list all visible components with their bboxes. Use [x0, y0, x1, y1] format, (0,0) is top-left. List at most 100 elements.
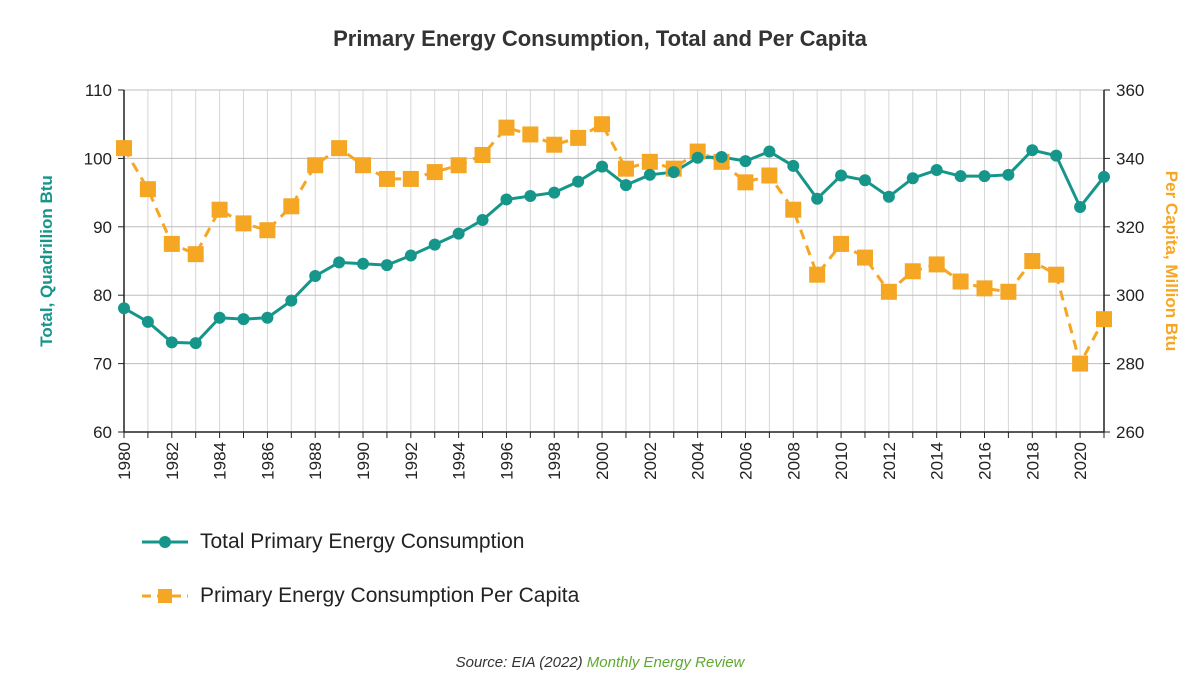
per-capita-point	[474, 146, 491, 163]
per-capita-point	[594, 116, 611, 133]
y-left-tick-label: 110	[85, 81, 112, 100]
x-tick-label: 1984	[211, 442, 230, 480]
legend-item-total: Total Primary Energy Consumption	[140, 530, 524, 554]
total-point	[261, 311, 274, 324]
x-tick-label: 2010	[832, 442, 851, 480]
total-point	[476, 213, 489, 226]
source-note: Source: EIA (2022) Monthly Energy Review	[0, 654, 1200, 671]
total-point	[285, 294, 298, 307]
x-tick-label: 2000	[593, 442, 612, 480]
per-capita-point	[187, 246, 204, 263]
total-point	[739, 155, 752, 168]
total-point	[141, 315, 154, 328]
per-capita-point	[737, 174, 754, 191]
per-capita-point	[1072, 355, 1089, 372]
y-right-tick-label: 360	[1116, 81, 1144, 100]
total-point	[882, 190, 895, 203]
total-point	[691, 151, 704, 164]
x-tick-label: 2020	[1071, 442, 1090, 480]
total-point	[1050, 149, 1063, 162]
per-capita-point	[283, 198, 300, 215]
total-point	[715, 151, 728, 164]
per-capita-point	[570, 129, 587, 146]
per-capita-point	[450, 157, 467, 174]
total-point	[500, 193, 513, 206]
y-right-tick-label: 320	[1116, 218, 1144, 237]
x-tick-label: 1992	[402, 442, 421, 480]
x-tick-label: 1994	[450, 442, 469, 480]
x-tick-label: 1980	[115, 442, 134, 480]
legend-label-per-capita: Primary Energy Consumption Per Capita	[200, 584, 580, 607]
per-capita-point	[259, 222, 276, 239]
x-tick-label: 2016	[975, 442, 994, 480]
total-point	[596, 160, 609, 173]
total-point	[906, 172, 919, 185]
total-point	[380, 259, 393, 272]
x-tick-label: 1986	[258, 442, 277, 480]
total-point	[978, 170, 991, 183]
per-capita-point	[761, 167, 778, 184]
x-tick-label: 1988	[306, 442, 325, 480]
per-capita-point	[402, 170, 419, 187]
per-capita-point	[1024, 253, 1041, 269]
per-capita-point	[498, 119, 515, 136]
total-point	[189, 337, 202, 350]
per-capita-point	[355, 157, 372, 174]
total-point	[1098, 170, 1110, 183]
legend-circle-line-icon	[142, 536, 188, 548]
total-point	[404, 249, 417, 262]
per-capita-point	[163, 235, 180, 252]
y-right-tick-label: 340	[1116, 149, 1144, 168]
total-point	[811, 192, 824, 205]
total-point	[165, 336, 178, 349]
y-right-tick-label: 280	[1116, 355, 1144, 374]
y-right-tick-label: 300	[1116, 286, 1144, 305]
total-point	[667, 166, 680, 179]
total-point	[1002, 168, 1015, 181]
chart-title: Primary Energy Consumption, Total and Pe…	[333, 26, 867, 51]
y-right-axis-label: Per Capita, Million Btu	[1162, 171, 1181, 351]
x-tick-label: 1998	[545, 442, 564, 480]
total-point	[954, 170, 967, 183]
per-capita-point	[617, 160, 634, 177]
per-capita-line	[122, 122, 1106, 368]
per-capita-point	[880, 283, 897, 300]
total-point	[572, 175, 585, 188]
per-capita-point	[426, 164, 443, 181]
per-capita-point	[856, 249, 873, 266]
x-tick-label: 2004	[689, 442, 708, 480]
per-capita-point	[833, 235, 850, 252]
per-capita-point	[378, 170, 395, 187]
total-point	[1074, 200, 1087, 213]
total-point	[835, 169, 848, 182]
x-tick-label: 2018	[1023, 442, 1042, 480]
per-capita-point	[1000, 283, 1017, 300]
per-capita-point	[139, 181, 156, 198]
total-point	[428, 238, 441, 251]
x-tick-label: 2014	[928, 442, 947, 480]
source-prefix: Source: EIA (2022)	[455, 654, 587, 671]
per-capita-point	[928, 256, 945, 273]
total-point	[619, 179, 632, 192]
legend-item-per-capita: Primary Energy Consumption Per Capita	[140, 584, 579, 608]
total-point	[858, 174, 871, 187]
total-point	[309, 270, 322, 283]
per-capita-point	[1096, 311, 1112, 328]
y-left-tick-label: 70	[93, 355, 112, 374]
per-capita-point	[904, 263, 921, 280]
chart-svg: 60 70 80 90 100 110 260 280 300 320 340 360 1980 1982…	[37, 81, 1181, 480]
total-point	[118, 302, 130, 315]
total-point	[213, 311, 226, 324]
per-capita-point	[307, 157, 324, 174]
y-left-tick-label: 80	[93, 286, 112, 305]
total-point	[333, 256, 346, 269]
per-capita-point	[235, 215, 252, 232]
x-tick-label: 1996	[497, 442, 516, 480]
legend-square-dash-icon	[142, 589, 188, 603]
y-right-tick-label: 260	[1116, 423, 1144, 442]
y-left-tick-label: 100	[84, 149, 112, 168]
per-capita-point	[116, 140, 132, 157]
per-capita-point	[546, 136, 563, 153]
per-capita-point	[522, 126, 539, 143]
per-capita-point	[809, 266, 826, 283]
